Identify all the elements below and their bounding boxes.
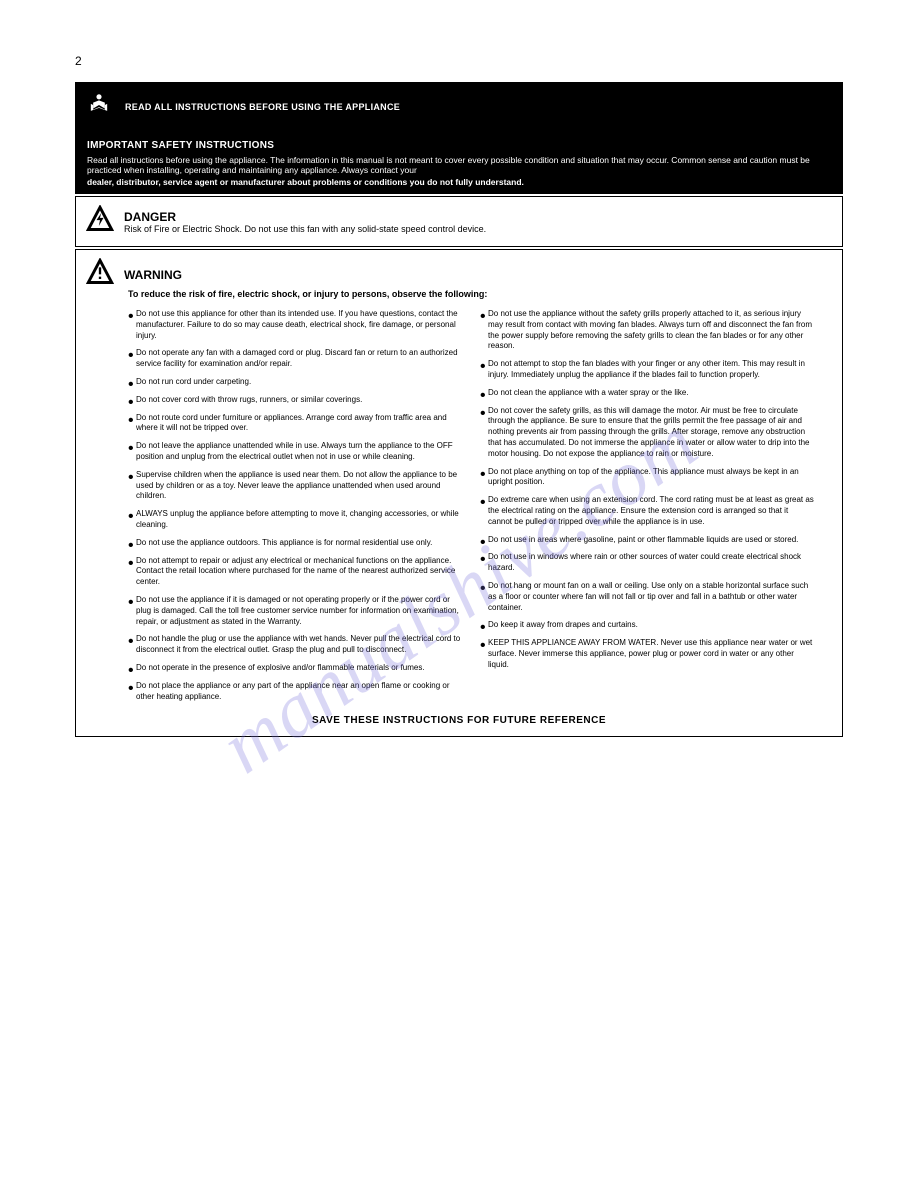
warning-item: Do not operate any fan with a damaged co… — [128, 348, 462, 370]
warning-head: WARNING — [124, 268, 182, 282]
warning-item: Do not place anything on top of the appl… — [480, 467, 814, 489]
danger-box: DANGER Risk of Fire or Electric Shock. D… — [75, 196, 843, 247]
warning-item: Do not cover the safety grills, as this … — [480, 406, 814, 460]
read-all-text: READ ALL INSTRUCTIONS BEFORE USING THE A… — [125, 102, 400, 112]
danger-head: DANGER — [124, 210, 486, 224]
warning-item: Do not cover cord with throw rugs, runne… — [128, 395, 462, 406]
warning-item: Do not leave the appliance unattended wh… — [128, 441, 462, 463]
warning-item: Do not operate in the presence of explos… — [128, 663, 462, 674]
save-instructions: SAVE THESE INSTRUCTIONS FOR FUTURE REFER… — [86, 715, 832, 726]
exclamation-triangle-icon — [86, 258, 114, 291]
bolt-triangle-icon — [86, 205, 114, 238]
warning-sub: To reduce the risk of fire, electric sho… — [128, 289, 832, 299]
important-safety-title: IMPORTANT SAFETY INSTRUCTIONS — [87, 140, 831, 151]
warning-item: Do not use in areas where gasoline, pain… — [480, 535, 814, 546]
right-column: Do not use the appliance without the saf… — [480, 309, 832, 709]
warning-columns: Do not use this appliance for other than… — [86, 309, 832, 709]
warning-item: Supervise children when the appliance is… — [128, 470, 462, 502]
warning-item: Do not route cord under furniture or app… — [128, 413, 462, 435]
warning-item: KEEP THIS APPLIANCE AWAY FROM WATER. Nev… — [480, 638, 814, 670]
warning-item: Do not attempt to stop the fan blades wi… — [480, 359, 814, 381]
warning-item: Do not place the appliance or any part o… — [128, 681, 462, 703]
warning-item: Do not use the appliance outdoors. This … — [128, 538, 462, 549]
warning-item: Do not handle the plug or use the applia… — [128, 634, 462, 656]
reader-icon — [85, 91, 113, 124]
warning-item: ALWAYS unplug the appliance before attem… — [128, 509, 462, 531]
warning-item: Do keep it away from drapes and curtains… — [480, 620, 814, 631]
warning-item: Do not use this appliance for other than… — [128, 309, 462, 341]
warning-item: Do not clean the appliance with a water … — [480, 388, 814, 399]
warning-item: Do not use the appliance without the saf… — [480, 309, 814, 352]
warning-item: Do not use the appliance if it is damage… — [128, 595, 462, 627]
warning-box: WARNING To reduce the risk of fire, elec… — [75, 249, 843, 737]
read-all-banner: READ ALL INSTRUCTIONS BEFORE USING THE A… — [75, 82, 843, 132]
left-column: Do not use this appliance for other than… — [128, 309, 480, 709]
warning-item: Do extreme care when using an extension … — [480, 495, 814, 527]
page-number: 2 — [75, 54, 82, 68]
warning-item: Do not use in windows where rain or othe… — [480, 552, 814, 574]
warning-item: Do not run cord under carpeting. — [128, 377, 462, 388]
danger-body: Risk of Fire or Electric Shock. Do not u… — [124, 224, 486, 234]
important-safety-body-2: dealer, distributor, service agent or ma… — [87, 177, 831, 187]
warning-item: Do not attempt to repair or adjust any e… — [128, 556, 462, 588]
warning-item: Do not hang or mount fan on a wall or ce… — [480, 581, 814, 613]
important-safety-banner: IMPORTANT SAFETY INSTRUCTIONS Read all i… — [75, 132, 843, 194]
important-safety-body-1: Read all instructions before using the a… — [87, 155, 831, 175]
